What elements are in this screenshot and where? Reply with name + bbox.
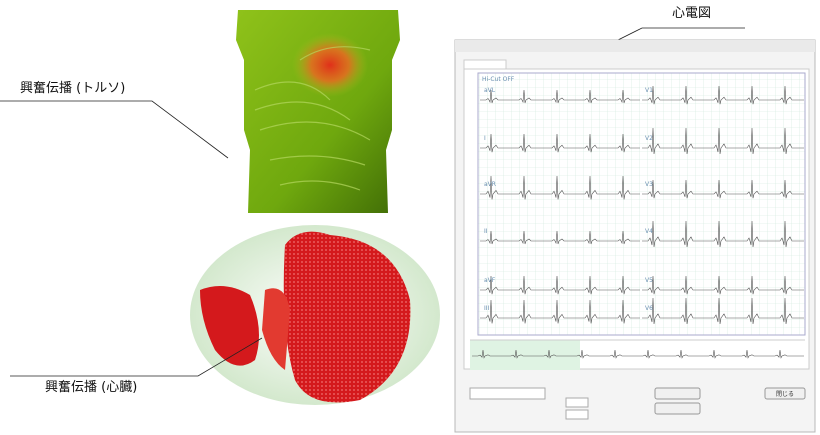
lead-label: V3 (645, 181, 653, 188)
ecg-window: 閉じる Hi-Cut OFF (454, 39, 816, 433)
ecg-trace (642, 85, 804, 105)
ecg-trace (480, 133, 640, 153)
lead-label: II (484, 228, 488, 235)
ecg-trace (480, 89, 640, 104)
lead-label: V4 (645, 228, 653, 235)
lead-label: aVR (484, 181, 496, 188)
ecg-trace (480, 299, 640, 324)
heart-image (190, 225, 440, 405)
ecg-label: 心電図 (672, 6, 711, 21)
torso-image (236, 10, 400, 213)
ecg-trace (642, 179, 804, 199)
lead-label: aVL (484, 87, 496, 94)
close-label[interactable]: 閉じる (776, 391, 794, 398)
lead-label: aVF (484, 277, 496, 284)
ecg-trace (642, 220, 804, 248)
torso-label: 興奮伝播 (トルソ) (20, 81, 125, 96)
hicut-label: Hi-Cut OFF (482, 76, 515, 83)
lead-label: V5 (645, 277, 653, 284)
lead-label: V2 (645, 135, 653, 142)
ecg-trace (642, 275, 804, 295)
lead-label: V1 (645, 87, 653, 94)
lead-label: V6 (645, 305, 653, 312)
ecg-trace (480, 275, 640, 295)
rhythm-trace (472, 349, 804, 359)
ecg-trace (642, 127, 804, 155)
lead-label: I (484, 135, 486, 142)
close-button[interactable] (764, 387, 806, 400)
ecg-trace (642, 297, 804, 325)
ecg-trace (480, 175, 640, 200)
heart-label: 興奮伝播 (心臓) (45, 380, 137, 395)
lead-label: III (484, 305, 490, 312)
ecg-trace (480, 230, 640, 245)
